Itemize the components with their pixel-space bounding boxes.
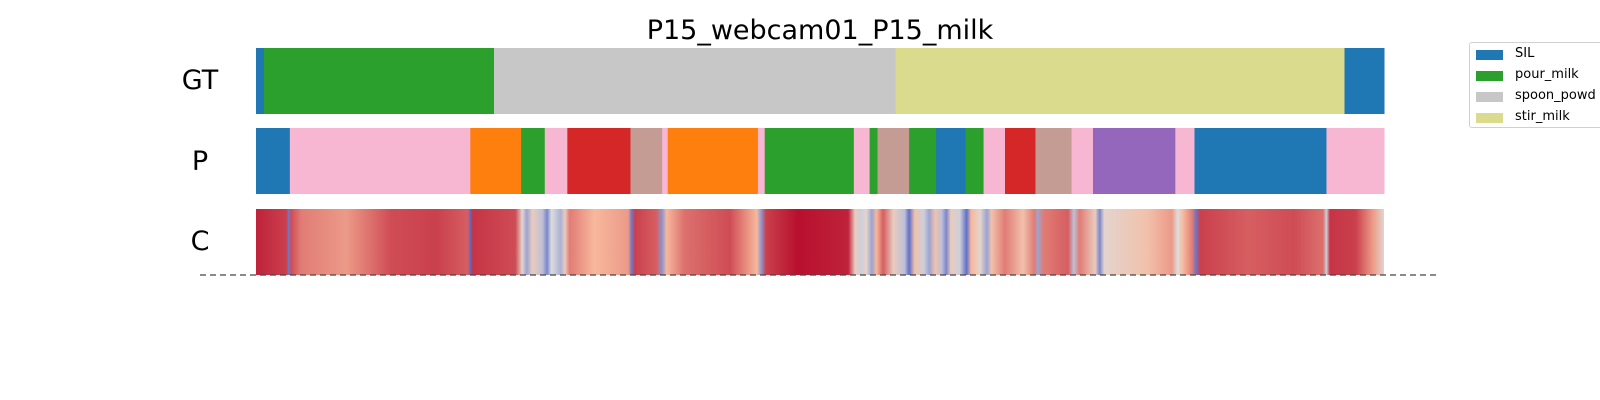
gt-segment-1 (263, 48, 495, 114)
pred-segment-16 (965, 128, 985, 194)
pred-segment-9 (757, 128, 766, 194)
legend-swatch-stir-milk (1476, 113, 1503, 123)
pred-segment-19 (1035, 128, 1073, 194)
pred-segment-20 (1071, 128, 1094, 194)
row-label-gt: GT (182, 65, 219, 96)
pred-segment-13 (877, 128, 910, 194)
pred-segment-21 (1092, 128, 1176, 194)
pred-segment-17 (983, 128, 1006, 194)
pred-segment-1 (289, 128, 471, 194)
pred-segment-6 (630, 128, 663, 194)
legend-label-pour-milk: pour_milk (1515, 67, 1579, 82)
pred-segment-11 (853, 128, 871, 194)
pred-segment-2 (470, 128, 522, 194)
pred-segment-7 (662, 128, 669, 194)
pred-segment-24 (1326, 128, 1385, 194)
gt-row (256, 48, 1385, 114)
row-label-pred: P (192, 146, 208, 177)
pred-segment-14 (909, 128, 937, 194)
pred-segment-12 (869, 128, 879, 194)
gt-segment-4 (1344, 48, 1385, 114)
pred-segment-15 (936, 128, 967, 194)
pred-segment-3 (521, 128, 546, 194)
confidence-row (256, 209, 1384, 275)
pred-segment-10 (764, 128, 855, 194)
gt-segment-3 (895, 48, 1346, 114)
gt-segment-2 (494, 48, 897, 114)
legend-swatch-pour-milk (1476, 71, 1503, 81)
legend-label-sil: SIL (1515, 46, 1535, 61)
pred-segment-5 (567, 128, 631, 194)
chart-title: P15_webcam01_P15_milk (647, 15, 994, 46)
prediction-row (256, 128, 1385, 194)
legend: SIL pour_milk spoon_powd stir_milk (1469, 42, 1600, 128)
gt-segment-0 (256, 48, 265, 114)
legend-swatch-spoon-powd (1476, 92, 1503, 102)
legend-label-stir-milk: stir_milk (1515, 109, 1570, 124)
pred-segment-0 (256, 128, 291, 194)
pred-segment-22 (1175, 128, 1195, 194)
pred-segment-4 (544, 128, 568, 194)
legend-label-spoon-powd: spoon_powd (1515, 88, 1596, 103)
pred-segment-18 (1004, 128, 1036, 194)
legend-swatch-sil (1476, 50, 1503, 60)
row-label-conf: C (191, 226, 210, 257)
pred-segment-23 (1194, 128, 1327, 194)
pred-segment-8 (667, 128, 759, 194)
